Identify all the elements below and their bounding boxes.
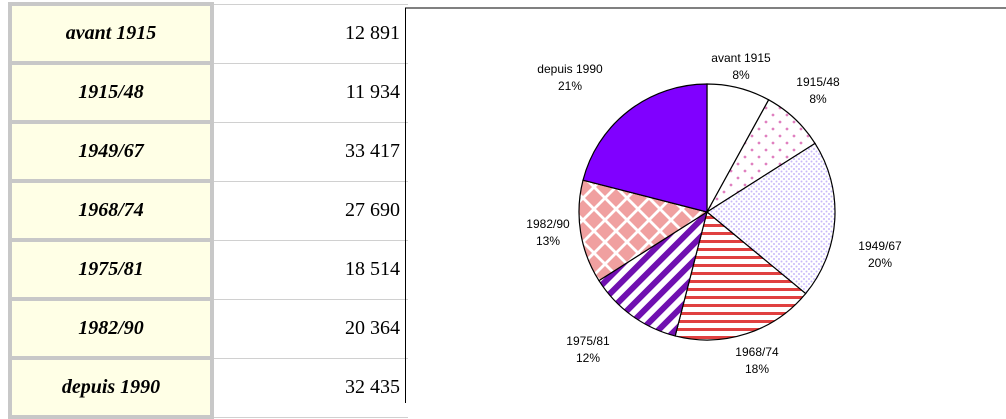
data-table: avant 1915 12 891 1915/48 11 934 1949/67 33 4… <box>8 2 408 419</box>
table-row: 1982/90 20 364 <box>8 297 408 360</box>
chart: avant 1915 8% 1915/48 8% 1949/67 20% 1968/74 18… <box>405 7 1006 403</box>
table-row: 1975/81 18 514 <box>8 238 408 301</box>
page: avant 1915 12 891 1915/48 11 934 1949/67 33 4… <box>8 2 1006 419</box>
slice-value-label: 20% <box>868 256 892 270</box>
pie-slice <box>598 210 708 337</box>
slice-label: depuis 1990 <box>537 62 603 76</box>
pie-slice <box>705 142 836 295</box>
period-cell: 1915/48 <box>8 61 214 124</box>
period-cell: 1968/74 <box>8 179 214 242</box>
slice-label: 1975/81 <box>566 334 610 348</box>
slice-value-label: 8% <box>732 68 750 82</box>
table-row: 1915/48 11 934 <box>8 61 408 124</box>
count-cell: 11 934 <box>211 62 408 123</box>
count-cell: 20 364 <box>211 298 408 359</box>
slice-value-label: 12% <box>576 351 600 365</box>
slice-label: 1982/90 <box>526 217 570 231</box>
table-row: 1968/74 27 690 <box>8 179 408 242</box>
slice-value-label: 8% <box>809 92 827 106</box>
pie-slice <box>582 83 708 213</box>
pie-slice <box>578 179 709 282</box>
slice-label: avant 1915 <box>711 51 771 65</box>
slice-value-label: 21% <box>558 79 582 93</box>
period-cell: 1949/67 <box>8 120 214 183</box>
period-cell: avant 1915 <box>8 2 214 65</box>
period-cell: 1982/90 <box>8 297 214 360</box>
slice-label: 1915/48 <box>796 75 840 89</box>
slice-label: 1949/67 <box>858 239 902 253</box>
slice-value-label: 13% <box>536 234 560 248</box>
pie-slice <box>674 210 807 341</box>
period-cell: 1975/81 <box>8 238 214 301</box>
table-row: avant 1915 12 891 <box>8 2 408 65</box>
slice-label: 1968/74 <box>735 345 779 359</box>
count-cell: 12 891 <box>211 3 408 64</box>
count-cell: 27 690 <box>211 180 408 241</box>
slice-value-label: 18% <box>745 362 769 376</box>
